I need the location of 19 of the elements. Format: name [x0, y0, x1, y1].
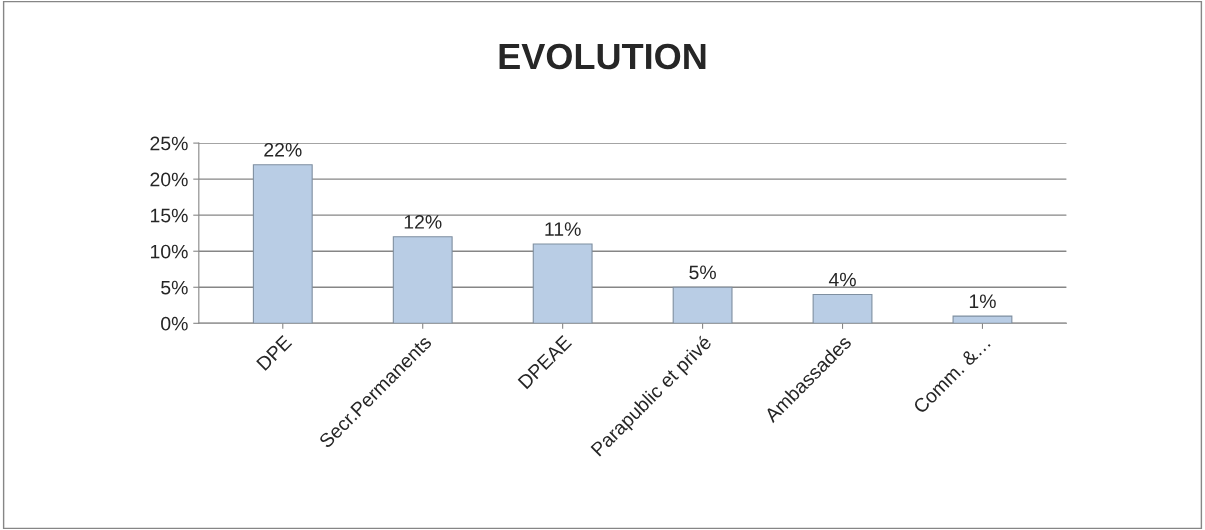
y-tick-label: 5%	[161, 280, 188, 295]
y-tick-label: 20%	[150, 172, 188, 187]
y-tick-label: 15%	[150, 208, 188, 223]
data-label: 4%	[828, 272, 856, 287]
bar	[672, 286, 733, 324]
bar	[812, 293, 873, 324]
data-label: 1%	[969, 294, 996, 309]
data-label: 5%	[689, 265, 716, 280]
data-label: 22%	[264, 142, 302, 157]
y-tick-label: 10%	[150, 244, 188, 259]
bar	[532, 243, 593, 324]
data-label: 11%	[545, 222, 581, 236]
y-tick-label: 25%	[150, 136, 188, 151]
bar	[952, 315, 1013, 324]
bar	[252, 164, 313, 324]
data-label: 12%	[404, 215, 442, 229]
chart-title: EVOLUTION	[499, 43, 706, 70]
bar	[392, 236, 453, 324]
y-tick-label: 0%	[161, 316, 188, 331]
